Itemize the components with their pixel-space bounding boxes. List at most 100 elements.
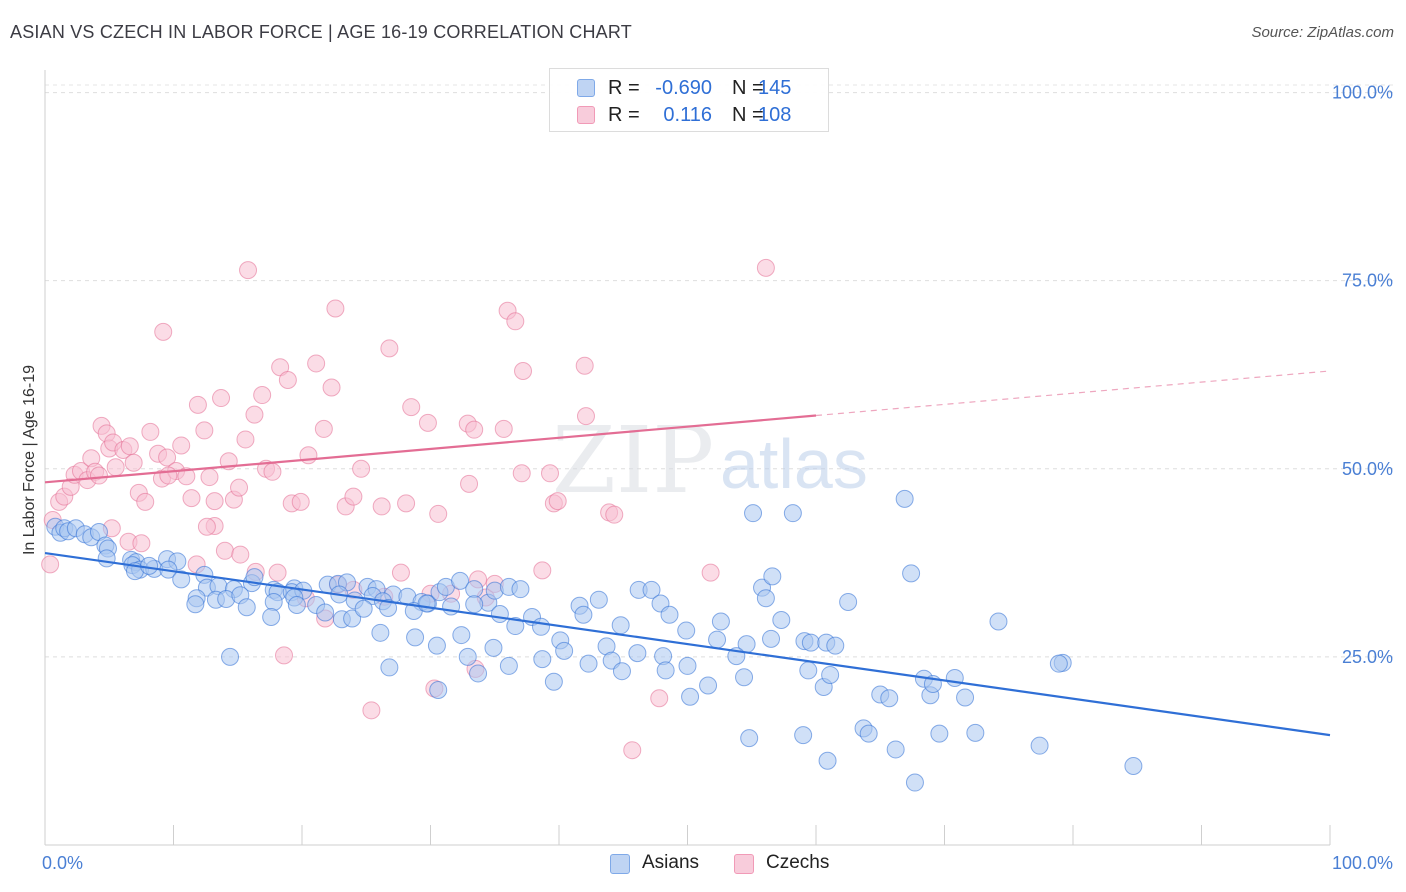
y-tick-label: 25.0% <box>1342 647 1393 667</box>
data-points <box>41 258 1143 792</box>
data-point <box>902 564 921 583</box>
legend-r-label: R = <box>608 104 640 126</box>
data-point <box>197 517 216 536</box>
data-point <box>541 464 560 483</box>
trend-line-asians <box>44 551 1331 737</box>
data-point <box>237 598 256 617</box>
data-point <box>895 489 914 508</box>
y-axis-label: In Labor Force | Age 16-19 <box>21 364 38 556</box>
data-point <box>1049 654 1068 673</box>
data-point <box>589 590 608 609</box>
legend-row-asians: R = -0.690 N = 145 <box>550 75 828 103</box>
data-point <box>533 561 552 580</box>
data-point <box>989 612 1008 631</box>
data-point <box>291 492 310 511</box>
data-point <box>826 636 845 655</box>
trend-line-czechs <box>44 414 817 484</box>
data-point <box>956 688 975 707</box>
data-point <box>231 545 250 564</box>
data-point <box>344 487 363 506</box>
data-point <box>402 398 421 417</box>
data-point <box>818 751 837 770</box>
data-point <box>756 258 775 277</box>
legend-n-label: N = <box>732 77 764 99</box>
data-point <box>490 605 509 624</box>
data-point <box>316 603 335 622</box>
legend-r-value: 0.116 <box>663 104 712 126</box>
legend-row-czechs: R = 0.116 N = 108 <box>550 102 828 130</box>
data-point <box>880 689 899 708</box>
data-point <box>699 676 718 695</box>
data-point <box>172 570 191 589</box>
legend-label-asians: Asians <box>642 852 700 873</box>
data-point <box>701 563 720 582</box>
trend-line-extension-czechs <box>815 370 1331 417</box>
data-point <box>484 638 503 657</box>
data-point <box>372 497 391 516</box>
data-point <box>465 595 484 614</box>
data-point <box>677 621 696 640</box>
watermark-zip: ZIP <box>552 407 714 514</box>
data-point <box>307 354 326 373</box>
data-point <box>172 436 191 455</box>
data-point <box>268 563 287 582</box>
data-point <box>132 534 151 553</box>
data-point <box>756 589 775 608</box>
data-point <box>623 741 642 760</box>
legend-label-czechs: Czechs <box>766 852 830 873</box>
data-point <box>514 361 533 380</box>
data-point <box>362 701 381 720</box>
data-point <box>239 261 258 280</box>
data-point <box>465 420 484 439</box>
data-point <box>287 595 306 614</box>
tick-labels: 25.0% 50.0% 75.0% 100.0% 0.0% 100.0% <box>42 83 1393 873</box>
data-point <box>532 617 551 636</box>
data-point <box>772 611 791 630</box>
data-point <box>506 312 525 331</box>
data-point <box>605 505 624 524</box>
data-point <box>200 468 219 487</box>
legend-r-value: -0.690 <box>655 77 712 99</box>
y-tick-label: 100.0% <box>1332 83 1393 103</box>
series-legend: Asians Czechs <box>0 851 1406 879</box>
data-point <box>660 605 679 624</box>
data-point <box>429 504 448 523</box>
y-tick-label: 75.0% <box>1342 271 1393 291</box>
data-point <box>195 421 214 440</box>
data-point <box>576 407 595 426</box>
data-point <box>41 555 60 574</box>
data-point <box>548 492 567 511</box>
data-point <box>380 658 399 677</box>
watermark: ZIP atlas <box>552 407 868 514</box>
data-point <box>905 773 924 792</box>
data-point <box>299 446 318 465</box>
data-point <box>221 647 240 666</box>
data-point <box>1030 736 1049 755</box>
data-point <box>188 395 207 414</box>
data-point <box>343 609 362 628</box>
data-point <box>762 629 781 648</box>
y-tick-label: 50.0% <box>1342 459 1393 479</box>
data-point <box>799 661 818 680</box>
axes <box>44 70 1331 846</box>
chart-title: ASIAN VS CZECH IN LABOR FORCE | AGE 16-1… <box>10 22 632 42</box>
data-point <box>182 489 201 508</box>
data-point <box>744 504 763 523</box>
data-point <box>555 641 574 660</box>
x-tick-label: 100.0% <box>1332 853 1393 873</box>
data-point <box>120 437 139 456</box>
data-point <box>544 672 563 691</box>
data-point <box>499 656 518 675</box>
data-point <box>106 458 125 477</box>
data-point <box>380 339 399 358</box>
series-asians <box>46 489 1143 792</box>
data-point <box>966 723 985 742</box>
trend-lines <box>44 370 1331 737</box>
data-point <box>656 661 675 680</box>
data-point <box>708 630 727 649</box>
data-point <box>264 592 283 611</box>
data-point <box>460 474 479 493</box>
data-point <box>452 626 471 645</box>
data-point <box>930 724 949 743</box>
x-tick-label: 0.0% <box>42 853 83 873</box>
